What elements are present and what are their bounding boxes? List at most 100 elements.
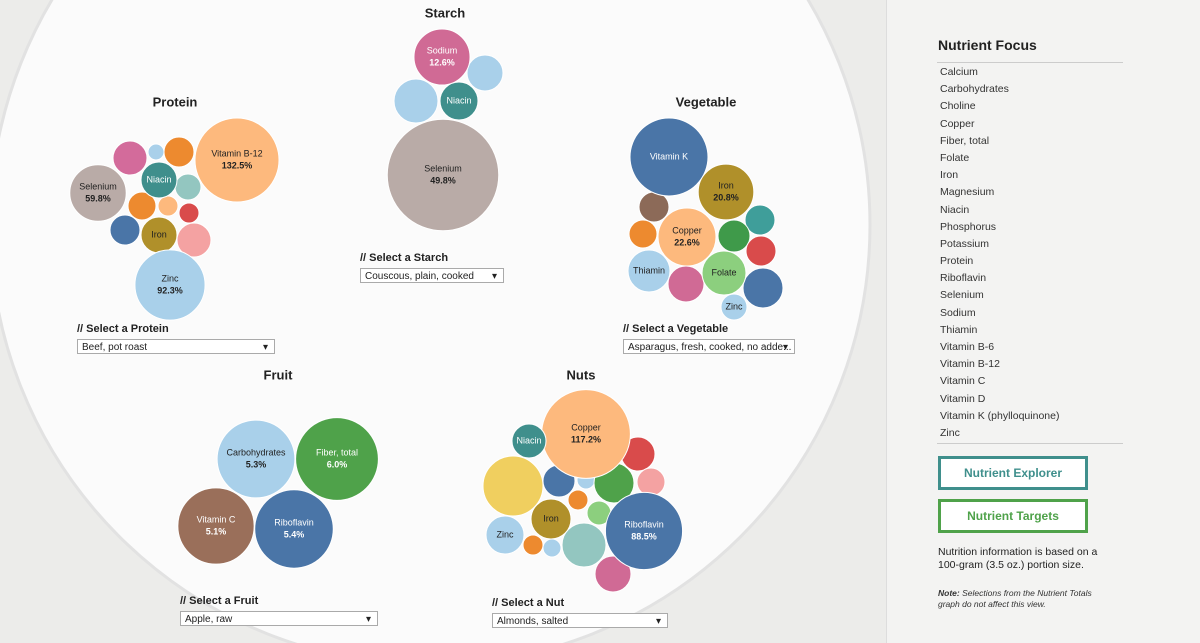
bubble-value: 117.2% bbox=[571, 434, 601, 444]
group-title: Fruit bbox=[264, 367, 294, 382]
bubble-label: Vitamin B-12 bbox=[211, 148, 262, 158]
bubble bbox=[109, 214, 141, 246]
note-text: Selections from the Nutrient Totals grap… bbox=[938, 588, 1092, 609]
bubble-label: Iron bbox=[718, 180, 734, 190]
bubble bbox=[163, 136, 195, 168]
bubble-label: Sodium bbox=[427, 45, 458, 55]
bubble-label: Niacin bbox=[516, 435, 541, 445]
bubble bbox=[657, 207, 717, 267]
bubble bbox=[720, 293, 748, 321]
bubble bbox=[530, 498, 572, 540]
bubble bbox=[178, 202, 200, 224]
nutrient-item[interactable]: Sodium bbox=[940, 306, 976, 319]
nutrient-item[interactable]: Calcium bbox=[940, 66, 978, 78]
nutrient-item[interactable]: Folate bbox=[940, 151, 970, 164]
bubble-value: 22.6% bbox=[674, 237, 700, 247]
bubble-label: Riboflavin bbox=[274, 517, 314, 527]
bubble-label: Carbohydrates bbox=[226, 447, 286, 457]
bubble bbox=[742, 267, 784, 309]
bubble bbox=[147, 143, 165, 161]
bubble-label: Folate bbox=[711, 267, 736, 277]
group-title: Nuts bbox=[567, 367, 596, 382]
bubble-value: 92.3% bbox=[157, 285, 183, 295]
nutrient-item[interactable]: Copper bbox=[940, 117, 975, 130]
nutrient-item[interactable]: Vitamin K (phylloquinone) bbox=[940, 409, 1060, 422]
bubble bbox=[744, 204, 776, 236]
bubble-label: Zinc bbox=[725, 301, 743, 311]
bubble bbox=[485, 515, 525, 555]
bubble bbox=[697, 163, 755, 221]
dropdown[interactable]: Beef, pot roast bbox=[77, 339, 275, 355]
nutrient-item[interactable]: Iron bbox=[940, 169, 959, 182]
nutrient-item[interactable]: Niacin bbox=[940, 203, 970, 216]
bubble bbox=[522, 534, 544, 556]
bubble-label: Niacin bbox=[446, 95, 471, 105]
note: Note: Selections from the Nutrient Total… bbox=[938, 588, 1113, 610]
bubble bbox=[216, 419, 296, 499]
bubble bbox=[717, 219, 751, 253]
bubble-value: 20.8% bbox=[713, 192, 739, 202]
nutrient-item[interactable]: Choline bbox=[940, 100, 976, 113]
nutrient-item[interactable]: Vitamin B-12 bbox=[940, 358, 1000, 371]
bubble bbox=[701, 250, 747, 296]
bubble bbox=[466, 54, 504, 92]
bubble bbox=[482, 455, 544, 517]
nutrient-item[interactable]: Protein bbox=[940, 255, 974, 268]
button[interactable]: Nutrient Targets bbox=[938, 499, 1088, 533]
bubble bbox=[627, 249, 671, 293]
bubble bbox=[745, 235, 777, 267]
select-label: // Select a Protein bbox=[77, 323, 169, 335]
nutrient-item[interactable]: Thiamin bbox=[940, 323, 978, 336]
bubble-label: Fiber, total bbox=[316, 447, 358, 457]
nutrient-item[interactable]: Zinc bbox=[940, 426, 960, 439]
bubble-label: Vitamin K bbox=[650, 151, 688, 161]
bubble bbox=[629, 117, 709, 197]
nutrient-item[interactable]: Selenium bbox=[940, 289, 984, 302]
dropdown[interactable]: Apple, raw bbox=[180, 611, 378, 627]
bubble bbox=[134, 249, 206, 321]
nutrient-item[interactable]: Carbohydrates bbox=[940, 83, 1009, 96]
nutrient-item[interactable]: Vitamin C bbox=[940, 375, 986, 388]
nutrient-item[interactable]: Vitamin D bbox=[940, 392, 986, 405]
group-title: Vegetable bbox=[676, 94, 737, 109]
bubble bbox=[386, 118, 500, 232]
bubble-value: 6.0% bbox=[327, 459, 348, 469]
bubble bbox=[127, 191, 157, 221]
info-text: Nutrition information is based on a 100-… bbox=[938, 546, 1098, 571]
nutrient-item[interactable]: Potassium bbox=[940, 237, 990, 250]
select-label: // Select a Fruit bbox=[180, 595, 259, 607]
bubble-value: 5.3% bbox=[246, 459, 267, 469]
bubble-label: Niacin bbox=[146, 174, 171, 184]
nutrient-item[interactable]: Magnesium bbox=[940, 186, 995, 199]
button[interactable]: Nutrient Explorer bbox=[938, 456, 1088, 490]
select-label: // Select a Vegetable bbox=[623, 323, 729, 335]
dropdown[interactable]: Asparagus, fresh, cooked, no adde... bbox=[623, 339, 795, 355]
nutrient-list: Calcium Carbohydrates Choline Copper Fiber, … bbox=[937, 62, 1123, 445]
dropdown[interactable]: Almonds, salted bbox=[492, 613, 668, 629]
bubble bbox=[140, 161, 178, 199]
bubble bbox=[511, 423, 547, 459]
sidebar-title: Nutrient Focus bbox=[938, 37, 1037, 53]
bubble-label: Thiamin bbox=[633, 265, 665, 275]
select-label: // Select a Starch bbox=[360, 252, 449, 264]
dropdown[interactable]: Couscous, plain, cooked bbox=[360, 268, 504, 284]
bubble bbox=[194, 117, 280, 203]
bubble-value: 12.6% bbox=[429, 57, 455, 67]
bubble-label: Copper bbox=[571, 422, 601, 432]
bubble-value: 49.8% bbox=[430, 175, 456, 185]
group-title: Protein bbox=[153, 94, 198, 109]
note-label: Note: bbox=[938, 588, 960, 598]
bubble-label: Vitamin C bbox=[197, 514, 236, 524]
nutrient-item[interactable]: Fiber, total bbox=[940, 134, 990, 147]
nutrient-item[interactable]: Vitamin B-6 bbox=[940, 341, 995, 353]
bubble-value: 5.1% bbox=[206, 526, 227, 536]
bubble bbox=[439, 81, 479, 121]
bubble bbox=[667, 265, 705, 303]
bubble-value: 5.4% bbox=[284, 529, 305, 539]
bubble-value: 88.5% bbox=[631, 531, 657, 541]
bubble-label: Zinc bbox=[161, 273, 179, 283]
nutrient-item[interactable]: Riboflavin bbox=[940, 272, 987, 285]
nutrient-item[interactable]: Phosphorus bbox=[940, 220, 997, 233]
bubble bbox=[295, 417, 379, 501]
